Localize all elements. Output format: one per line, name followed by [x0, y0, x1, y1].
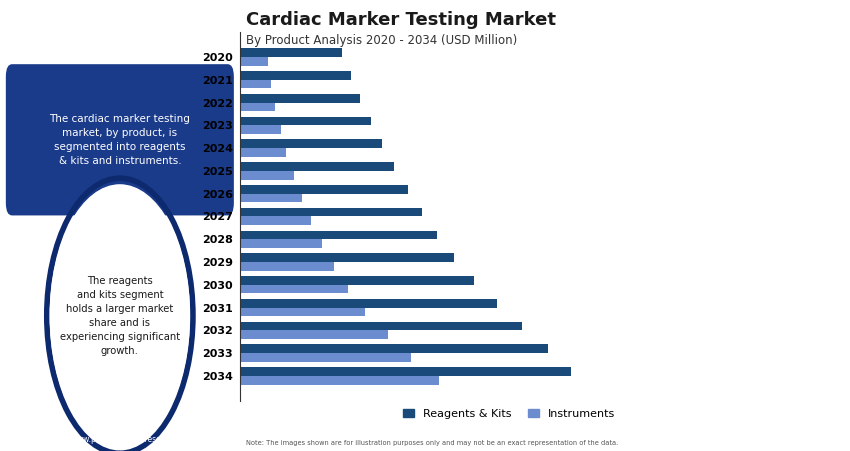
Bar	[240, 253, 454, 262]
Bar	[240, 262, 334, 271]
Bar	[240, 216, 311, 225]
FancyBboxPatch shape	[5, 63, 235, 216]
Legend: Reagents & Kits, Instruments: Reagents & Kits, Instruments	[403, 409, 615, 419]
Bar	[240, 376, 439, 385]
Bar	[240, 345, 548, 353]
Text: By Product Analysis 2020 - 2034 (USD Million): By Product Analysis 2020 - 2034 (USD Mil…	[246, 34, 517, 47]
Bar	[240, 185, 408, 193]
Bar	[240, 148, 286, 157]
Bar	[240, 239, 322, 248]
Bar	[240, 308, 366, 316]
Bar	[240, 117, 371, 125]
Bar	[240, 193, 303, 202]
Bar	[240, 299, 496, 308]
Text: Source:www.polarismarketresearch.com: Source:www.polarismarketresearch.com	[42, 435, 197, 444]
Bar	[240, 230, 437, 239]
Bar	[240, 162, 394, 171]
Bar	[240, 322, 522, 331]
Bar	[240, 367, 570, 376]
Text: Cardiac Marker Testing Market: Cardiac Marker Testing Market	[246, 11, 556, 29]
Text: P◆LARIS: P◆LARIS	[77, 23, 162, 41]
Bar	[240, 276, 473, 285]
Bar	[240, 71, 351, 80]
Text: MARKET RESEARCH: MARKET RESEARCH	[76, 47, 164, 56]
Bar	[240, 171, 294, 179]
Text: Note: The images shown are for illustration purposes only and may not be an exac: Note: The images shown are for illustrat…	[246, 440, 618, 446]
Bar	[240, 331, 388, 339]
Bar	[240, 48, 343, 57]
Bar	[240, 285, 348, 294]
Bar	[240, 94, 360, 102]
Bar	[240, 139, 382, 148]
Bar	[240, 125, 280, 134]
Text: The cardiac marker testing
market, by product, is
segmented into reagents
& kits: The cardiac marker testing market, by pr…	[49, 114, 190, 166]
Bar	[240, 102, 275, 111]
Bar	[240, 208, 422, 216]
Bar	[240, 353, 411, 362]
Bar	[240, 57, 268, 66]
Text: The reagents
and kits segment
holds a larger market
share and is
experiencing si: The reagents and kits segment holds a la…	[60, 276, 180, 356]
Bar	[240, 80, 271, 88]
Circle shape	[50, 185, 190, 446]
